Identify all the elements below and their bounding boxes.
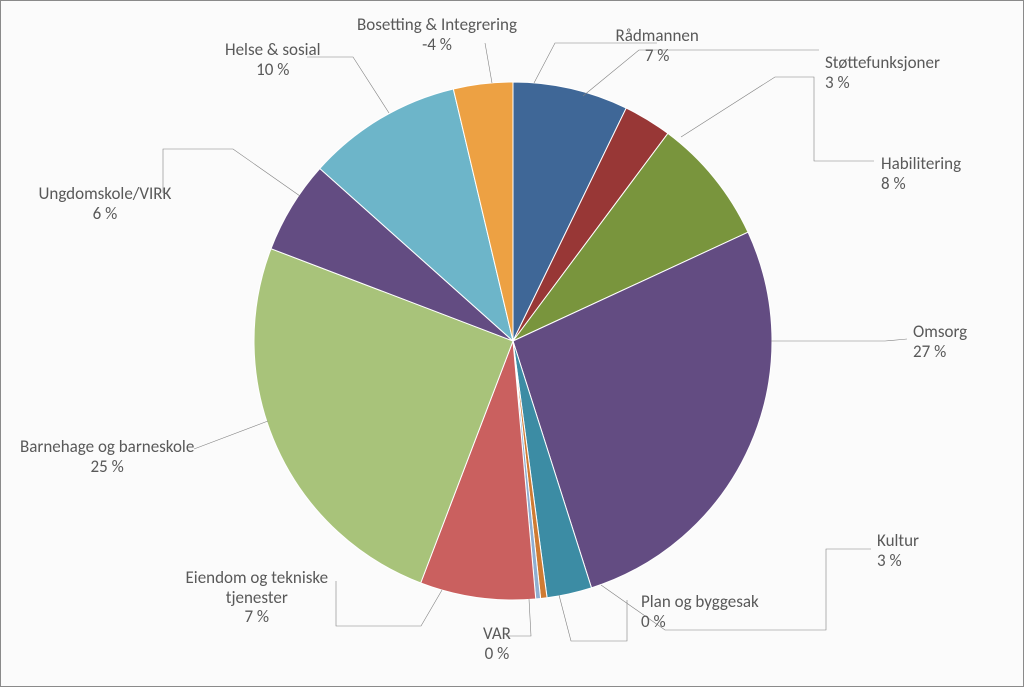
label-ungdomskole: Ungdomskole/VIRK6 % <box>39 184 172 223</box>
leader-omsorg <box>771 339 907 341</box>
label-text: 10 % <box>225 60 321 80</box>
label-text: Bosetting & Integrering <box>357 15 517 35</box>
label-text: Kultur <box>877 531 919 551</box>
label-text: 8 % <box>881 174 961 194</box>
label-text: Ungdomskole/VIRK <box>39 184 172 204</box>
label-text: Plan og byggesak <box>641 592 759 612</box>
leader-eiendom <box>336 581 442 626</box>
pie-chart: Rådmannen7 %Støttefunksjoner3 %Habiliter… <box>0 0 1024 687</box>
label-stotte: Støttefunksjoner3 % <box>825 53 940 92</box>
label-barnehage: Barnehage og barneskole25 % <box>20 437 194 476</box>
label-text: Støttefunksjoner <box>825 53 940 73</box>
label-radmannen: Rådmannen7 % <box>616 26 699 65</box>
label-text: 3 % <box>877 551 919 571</box>
pie-svg <box>1 1 1024 687</box>
label-text: tjenester <box>186 588 329 608</box>
label-text: 0 % <box>483 644 511 664</box>
label-text: Eiendom og tekniske <box>186 568 329 588</box>
label-text: -4 % <box>357 35 517 55</box>
label-plan: Plan og byggesak0 % <box>641 592 759 631</box>
leader-barnehage <box>194 421 268 449</box>
label-text: 0 % <box>641 612 759 632</box>
label-var: VAR0 % <box>483 624 511 663</box>
label-kultur: Kultur3 % <box>877 531 919 570</box>
label-bosetting: Bosetting & Integrering-4 % <box>357 15 517 54</box>
label-helse: Helse & sosial10 % <box>225 40 321 79</box>
label-text: 6 % <box>39 204 172 224</box>
label-text: Barnehage og barneskole <box>20 437 194 457</box>
label-omsorg: Omsorg27 % <box>913 322 967 361</box>
leader-ungdomskole <box>163 149 300 196</box>
label-text: 7 % <box>616 46 699 66</box>
leader-plan <box>559 595 627 641</box>
label-text: Habilitering <box>881 154 961 174</box>
label-text: 3 % <box>825 73 940 93</box>
label-text: 27 % <box>913 342 967 362</box>
label-text: 25 % <box>20 457 194 477</box>
label-text: 7 % <box>186 607 329 627</box>
label-text: Helse & sosial <box>225 40 321 60</box>
label-eiendom: Eiendom og teknisketjenester7 % <box>186 568 329 627</box>
label-habilitering: Habilitering8 % <box>881 154 961 193</box>
label-text: Omsorg <box>913 322 967 342</box>
label-text: VAR <box>483 624 511 644</box>
label-text: Rådmannen <box>616 26 699 46</box>
